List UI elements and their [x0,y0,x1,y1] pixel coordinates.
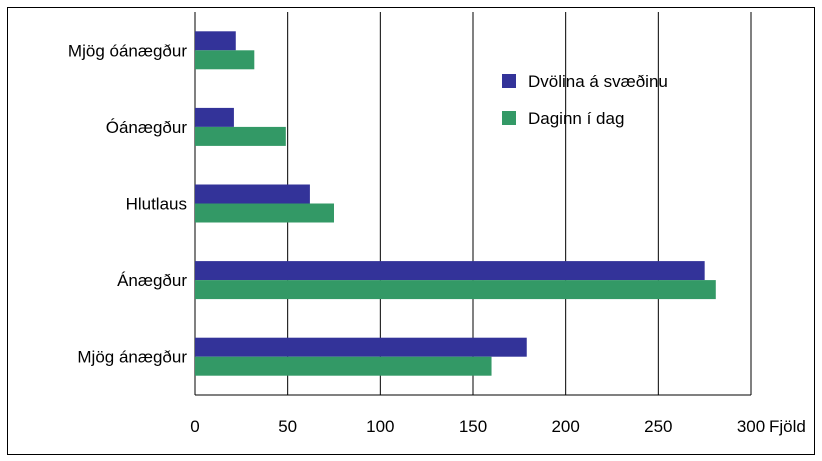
x-tick-label: 50 [278,417,297,436]
legend-swatch [502,111,516,125]
category-labels: Mjög óánægður Óánægður Hlutlaus Ánægður Mjög… [68,41,187,366]
category-label: Mjög ánægður [77,348,187,367]
x-tick-label: 150 [459,417,487,436]
bar [195,280,716,300]
chart-frame: 0 50 100 150 200 250 300 Fjöld Mjög óánægður Óán… [7,7,815,455]
x-tick-label: 300 [737,417,765,436]
bar [195,203,334,223]
bar [195,337,527,357]
x-axis-label: Fjöld [769,417,806,436]
x-tick-label: 0 [190,417,199,436]
legend: Dvölina á svæðinu Daginn í dag [502,72,668,128]
legend-swatch [502,74,516,88]
legend-label: Dvölina á svæðinu [528,72,668,91]
bar [195,107,234,127]
category-label: Ánægður [117,271,187,290]
bar [195,50,255,70]
x-tick-label: 100 [366,417,394,436]
bar [195,31,236,51]
category-label: Mjög óánægður [68,41,187,60]
x-tick-label: 250 [644,417,672,436]
x-tick-label: 200 [551,417,579,436]
category-label: Óánægður [106,118,188,137]
x-axis: 0 50 100 150 200 250 300 Fjöld [190,394,806,436]
bar-chart: 0 50 100 150 200 250 300 Fjöld Mjög óánægður Óán… [68,12,806,436]
gridlines [194,12,752,395]
bars [195,31,716,376]
bar [195,126,286,146]
legend-label: Daginn í dag [528,109,624,128]
category-label: Hlutlaus [126,195,187,214]
bar [195,356,492,376]
bar [195,184,310,204]
bar [195,261,705,281]
